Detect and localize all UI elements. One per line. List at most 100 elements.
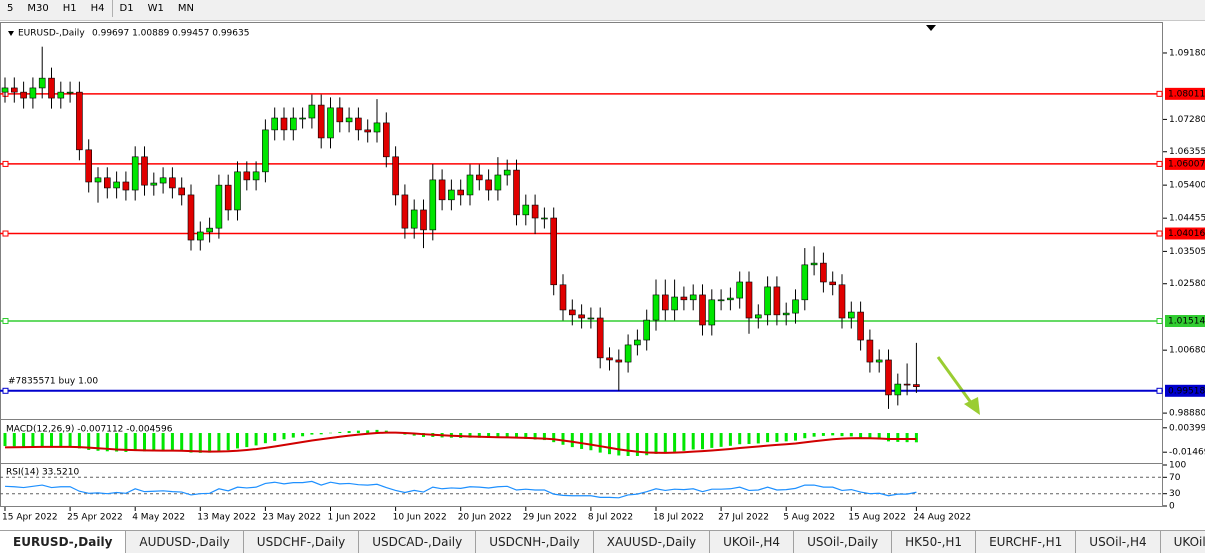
x-tick-label: 23 May 2022 [262,513,321,523]
macd-bar [12,433,16,447]
macd-bar [133,433,137,452]
macd-bar [756,433,760,444]
candle-body [745,281,753,319]
candle-body [299,117,306,120]
macd-bar [226,433,230,451]
chart-tab[interactable]: EURUSD-,Daily [0,531,127,553]
candle-body [355,117,362,131]
candle-body [104,177,111,189]
chart-tab[interactable]: AUDUSD-,Daily [126,531,244,553]
candle-body [522,204,530,216]
chart-tab[interactable]: EURCHF-,H1 [976,531,1077,553]
candle-body [568,309,576,316]
macd-bar [87,433,91,450]
macd-bar [710,433,714,448]
candle-body [410,209,418,229]
candle-body [66,91,74,94]
candle-body [187,194,195,241]
candle-body [392,156,399,196]
y-tick-label: 1.06355 [1169,147,1205,157]
macd-bar [68,433,72,447]
macd-bar [598,433,602,453]
candle-body [11,87,18,93]
candle-body [866,339,874,363]
macd-bar [868,433,872,439]
chart-tab[interactable]: UKOil-,H4 [1161,531,1205,553]
timeframe-button[interactable]: H4 [90,3,105,14]
indicator-label: RSI(14) 33.5210 [6,468,79,478]
candle-body [317,104,325,139]
chart-tab[interactable]: USDCHF-,Daily [244,531,360,553]
macd-bar [905,433,909,443]
candle-body [875,359,883,363]
candle-body [475,174,483,181]
macd-bar [291,433,295,438]
candle-body [624,344,632,363]
timeframe-button[interactable]: M30 [27,3,49,14]
macd-bar [198,433,202,453]
candle-body [141,156,148,186]
chart-tab[interactable]: USDCAD-,Daily [359,531,477,553]
price-box-label: 0.99518 [1168,386,1205,396]
y-tick-label: 1.05400 [1169,181,1205,191]
y-tick-label: 70 [1169,473,1181,483]
timeframe-button[interactable]: 5 [7,3,14,14]
level-handle [1156,160,1163,167]
candle-body [689,294,697,301]
candle-body [364,129,372,133]
x-tick-label: 13 May 2022 [197,513,256,523]
x-tick-label: 20 Jun 2022 [458,513,512,523]
macd-bar [40,433,44,447]
macd-bar [719,433,723,447]
candle-body [838,284,846,319]
macd-bar [319,433,323,435]
candle-body [513,169,520,216]
candle-body [122,181,130,191]
timeframe-button[interactable]: D1 [111,0,141,17]
timeframe-button[interactable]: MN [177,3,194,14]
title-marker [8,31,14,36]
chart-tab[interactable]: XAUUSD-,Daily [594,531,711,553]
candle-body [754,314,762,319]
level-handle [1156,318,1163,325]
candle-body [113,181,120,189]
y-tick-label: 0.98880 [1169,409,1205,419]
shift-marker [926,25,936,31]
macd-bar [170,433,174,452]
macd-bar [31,433,35,447]
y-tick-label: 30 [1169,489,1181,499]
chart-tab[interactable]: USOil-,Daily [794,531,893,553]
candle-body [448,189,455,201]
timeframe-button[interactable]: H1 [62,3,77,14]
chart-tab[interactable]: USOil-,H4 [1076,531,1161,553]
chart-tab[interactable]: HK50-,H1 [892,531,977,553]
macd-bar [366,430,370,434]
level-handle [1156,230,1163,237]
chart-tab[interactable]: UKOil-,H4 [710,531,795,553]
macd-bar [728,433,732,446]
y-tick-label: 1.02580 [1169,279,1205,289]
macd-bar [784,433,788,442]
macd-bar [896,433,900,442]
candle-body [894,383,902,396]
candle-body [801,264,809,301]
macd-bar [589,433,593,451]
chart-frame [0,22,1163,507]
price-box [1165,87,1205,100]
macd-bar [738,433,742,445]
rsi-line [4,480,917,499]
candle-body [438,179,446,201]
chart-tab[interactable]: USDCNH-,Daily [476,531,594,553]
candle-body [773,286,781,316]
macd-bar [310,433,314,435]
candle-body [94,177,102,183]
macd-bar [775,433,779,442]
macd-bar [663,433,667,453]
timeframe-button[interactable]: W1 [147,3,164,14]
order-label: #7835571 buy 1.00 [8,376,98,386]
price-box [1165,227,1205,240]
macd-bar [887,433,890,442]
candle-body [717,299,725,302]
macd-bar [766,433,770,443]
macd-bar [515,433,518,439]
